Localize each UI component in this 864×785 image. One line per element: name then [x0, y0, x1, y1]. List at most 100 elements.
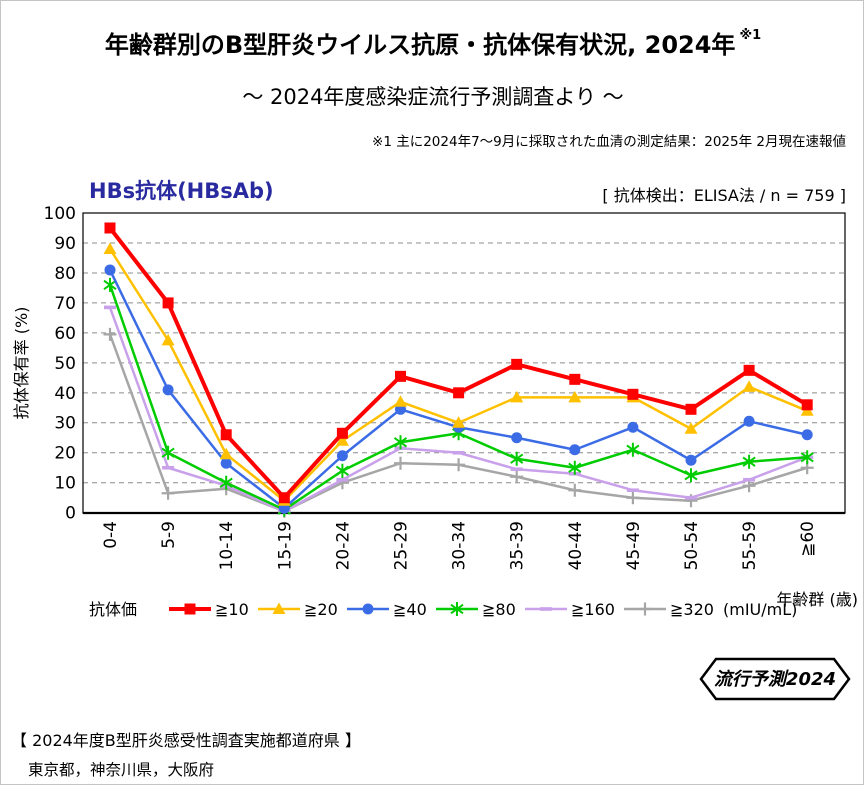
dash-marker [452, 450, 465, 455]
legend-label: ≧10 [215, 600, 249, 619]
circle-marker [220, 457, 232, 469]
star-marker [450, 602, 464, 616]
square-marker [627, 388, 639, 400]
plus-marker [568, 483, 582, 497]
triangle-marker [394, 395, 407, 407]
chart-method-note: [ 抗体検出：ELISA法 / n = 759 ] [602, 186, 846, 205]
circle-marker [362, 603, 374, 615]
dash-marker [540, 607, 552, 611]
legend-item-≧80: ≧80 [436, 600, 516, 619]
legend-label: ≧160 [571, 600, 615, 619]
triangle-marker [684, 422, 698, 434]
square-marker [453, 387, 465, 399]
star-marker [626, 442, 640, 457]
star-marker [568, 460, 582, 475]
triangle-marker [161, 333, 175, 346]
series-≧80 [103, 277, 814, 517]
title-footnote-marker: ※1 [739, 28, 762, 43]
plus-marker [103, 327, 117, 341]
series-line [108, 226, 809, 500]
square-marker [395, 370, 406, 382]
legend-item-≧10: ≧10 [169, 600, 249, 619]
square-marker [569, 373, 581, 385]
x-category-label: 40-44 [566, 521, 586, 570]
badge-label: 流行予測2024 [714, 669, 836, 690]
legend-label: ≧320 [670, 600, 714, 619]
legend-label: ≧80 [482, 600, 516, 619]
square-marker [220, 429, 232, 441]
triangle-marker [568, 390, 582, 403]
legend-unit: (mIU/mL) [723, 600, 797, 619]
circle-marker [627, 421, 639, 433]
star-marker [510, 451, 524, 466]
plus-marker [626, 491, 640, 505]
y-tick-label: 80 [54, 264, 76, 284]
legend-label: ≧20 [304, 600, 338, 619]
plus-marker [510, 470, 524, 484]
legend-item-≧320: ≧320 [624, 600, 714, 619]
x-category-label: 5-9 [159, 521, 179, 549]
circle-marker [104, 264, 116, 276]
y-axis-title: 抗体保有率 (%) [12, 307, 31, 420]
triangle-marker [272, 602, 286, 614]
x-category-label: 35-39 [508, 521, 528, 570]
square-marker [801, 399, 813, 411]
chart-svg: 0 10 20 30 40 50 60 70 80 90 100 抗体保有率 (%) 0-4 5-9 10-… [12, 204, 858, 619]
legend-item-≧40: ≧40 [347, 600, 427, 619]
badge-hexagon-border [699, 657, 851, 701]
star-marker [393, 435, 408, 450]
y-tick-label: 10 [54, 474, 76, 494]
x-category-label: 10-14 [217, 521, 237, 570]
triangle-marker [452, 416, 466, 428]
dash-marker [104, 305, 116, 310]
circle-marker [743, 415, 755, 427]
y-tick-label: 100 [44, 204, 76, 224]
triangle-marker [219, 447, 233, 460]
triangle-marker [103, 242, 117, 254]
x-category-label: 30-34 [450, 521, 470, 570]
page-title: 年齢群別のB型肝炎ウイルス抗原・抗体保有状況, 2024年 ※1 [1, 25, 863, 60]
legend: 抗体価 ≧10 ≧20 ≧40 ≧80 ≧160 ≧320 (mIU/mL) [89, 600, 797, 619]
footnote: ※1 主に2024年7～9月に採取された血清の測定結果：2025年 2月現在速報… [372, 134, 846, 150]
dash-marker [162, 465, 175, 470]
triangle-marker [510, 390, 524, 403]
star-marker [219, 475, 233, 490]
x-category-label: ≧60 [798, 521, 818, 557]
dash-marker [685, 495, 697, 500]
triangle-marker [335, 434, 349, 446]
square-marker [278, 492, 290, 504]
square-marker [336, 427, 348, 439]
page-subtitle: ～ 2024年度感染症流行予測調査より ～ [242, 85, 624, 109]
x-category-label: 0-4 [101, 521, 121, 549]
square-marker [184, 603, 196, 615]
plus-marker [161, 486, 175, 500]
x-category-label: 50-54 [682, 521, 702, 570]
dash-marker [743, 477, 756, 482]
footer-heading: 【 2024年度B型肝炎感受性調査実施都道府県 】 [11, 731, 361, 750]
circle-marker [685, 454, 697, 466]
dash-marker [510, 467, 523, 472]
page-title-text: 年齢群別のB型肝炎ウイルス抗原・抗体保有状況, 2024年 [104, 31, 736, 59]
legend-item-≧160: ≧160 [525, 600, 615, 619]
dash-marker [626, 488, 639, 493]
x-category-label: 15-19 [275, 521, 295, 570]
square-marker [685, 403, 697, 415]
triangle-marker [742, 380, 756, 392]
footer-prefectures: 東京都，神奈川県，大阪府 [28, 761, 215, 779]
legend-label: ≧40 [393, 600, 427, 619]
x-category-label: 25-29 [392, 521, 412, 570]
y-tick-label: 30 [54, 414, 76, 434]
square-marker [511, 358, 523, 370]
y-tick-label: 90 [54, 234, 76, 254]
star-marker [800, 450, 814, 465]
square-marker [162, 297, 174, 309]
legend-caption: 抗体価 [89, 600, 137, 619]
circle-marker [336, 450, 348, 462]
plus-marker [638, 602, 652, 616]
series-≧160 [104, 305, 814, 514]
y-tick-label: 60 [54, 324, 76, 344]
y-tick-label: 0 [65, 504, 76, 524]
circle-marker [162, 384, 174, 396]
x-category-label: 20-24 [333, 521, 353, 570]
